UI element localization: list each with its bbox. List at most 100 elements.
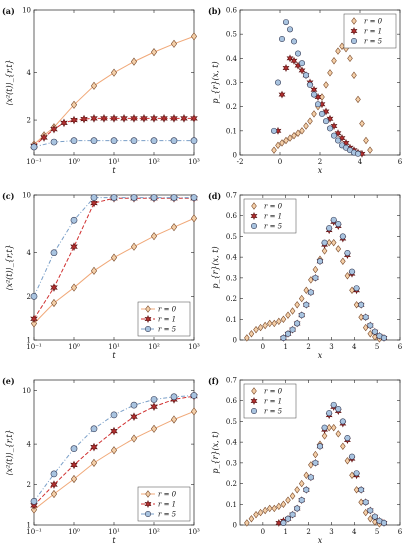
data-point [170, 39, 178, 48]
y-tick-label: 0 [233, 337, 237, 345]
data-point [335, 47, 341, 55]
data-point [316, 443, 324, 450]
data-point [326, 225, 333, 232]
x-tick-label: 5 [375, 343, 379, 351]
data-point [283, 136, 289, 145]
data-point [380, 519, 388, 526]
x-tick-label: 6 [398, 343, 403, 351]
data-point [330, 122, 338, 130]
legend: r = 0 r = 1 r = 5 [243, 198, 297, 234]
x-tick-label: 0 [261, 343, 265, 351]
legend-marker [350, 37, 358, 45]
legend-marker [250, 212, 258, 220]
y-tick-label: 2 [27, 293, 31, 301]
legend-label: r = 0 [264, 388, 283, 396]
data-point [354, 150, 362, 157]
data-point [271, 146, 277, 154]
data-point [289, 326, 296, 333]
legend-label: r = 0 [158, 306, 177, 314]
panel-label: (b) [208, 6, 221, 16]
data-point [262, 321, 268, 330]
data-point [276, 502, 282, 511]
data-point [287, 134, 293, 142]
data-point [30, 497, 38, 505]
data-point [326, 125, 334, 132]
y-tick-label: 0.7 [226, 192, 237, 200]
legend-label: r = 5 [158, 511, 177, 519]
data-point [308, 461, 314, 469]
data-point [30, 314, 38, 324]
x-tick-label: 10⁻¹ [26, 528, 42, 536]
data-point [270, 127, 278, 134]
data-point [150, 396, 158, 403]
series-r0 [30, 407, 198, 514]
y-tick-label: 10 [22, 7, 31, 15]
legend: r = 0 r = 1 r = 5 [137, 486, 191, 522]
legend-label: r = 0 [264, 203, 283, 211]
data-point [362, 323, 369, 332]
legend-marker [145, 490, 151, 498]
panel-d: 0 1 2 3 4 5 6 0 0.1 0.2 0.3 0.4 0.5 0.6 0.7 x p_{r}(x, t… [208, 191, 403, 360]
x-tick-label: 10² [148, 528, 160, 536]
series-r5 [280, 401, 388, 526]
data-point [330, 132, 338, 139]
data-point [294, 320, 301, 327]
legend-label: r = 1 [264, 213, 282, 221]
data-point [344, 457, 351, 465]
data-point [170, 393, 178, 401]
data-point [280, 315, 287, 323]
data-point [130, 57, 138, 66]
data-point [298, 66, 306, 75]
data-point [326, 114, 334, 123]
y-tick-label: 0.6 [226, 397, 238, 405]
data-point [130, 434, 138, 443]
data-point [322, 118, 330, 125]
data-point [302, 72, 310, 79]
data-point [140, 114, 148, 123]
y-tick-label: 0.5 [226, 31, 237, 39]
data-point [294, 50, 302, 57]
data-point [280, 519, 287, 526]
data-point [347, 54, 353, 63]
data-point [367, 330, 374, 338]
data-point [335, 245, 342, 253]
legend: r = 0 r = 1 r = 5 [243, 383, 297, 419]
legend-marker [250, 407, 258, 415]
legend-label: r = 0 [364, 18, 383, 26]
y-tick-label: 0.5 [226, 418, 237, 426]
data-point [30, 501, 38, 510]
data-point [274, 79, 282, 86]
data-point [110, 446, 118, 455]
data-point [338, 134, 346, 143]
legend-marker [250, 397, 258, 405]
data-point [321, 247, 328, 255]
data-point [257, 323, 264, 332]
data-point [335, 405, 342, 413]
data-point [190, 407, 198, 416]
data-point [90, 458, 98, 467]
data-point [371, 328, 378, 335]
y-tick-label: 0.4 [226, 55, 238, 63]
x-tick-label: -2 [237, 158, 244, 166]
y-tick-label: 0.4 [226, 439, 238, 447]
data-point [303, 286, 310, 294]
x-tick-label: 10² [148, 158, 160, 166]
legend-label: r = 0 [158, 491, 177, 499]
data-point [295, 129, 301, 137]
x-tick-label: 2 [306, 528, 310, 536]
data-point [170, 194, 178, 201]
x-axis-label: x [318, 351, 323, 360]
data-point [70, 137, 78, 145]
data-point [50, 470, 58, 478]
data-point [298, 497, 305, 504]
x-axis-label: x [318, 536, 323, 545]
data-point [70, 474, 78, 484]
data-point [286, 54, 294, 63]
y-axis-label: p_{r}(x, t) [211, 61, 220, 103]
x-axis-label: t [112, 536, 116, 545]
data-point [284, 330, 292, 337]
x-tick-label: 10⁻¹ [26, 158, 42, 166]
x-tick-label: 4 [352, 528, 357, 536]
data-point [323, 81, 329, 89]
plot-frame [33, 9, 195, 156]
